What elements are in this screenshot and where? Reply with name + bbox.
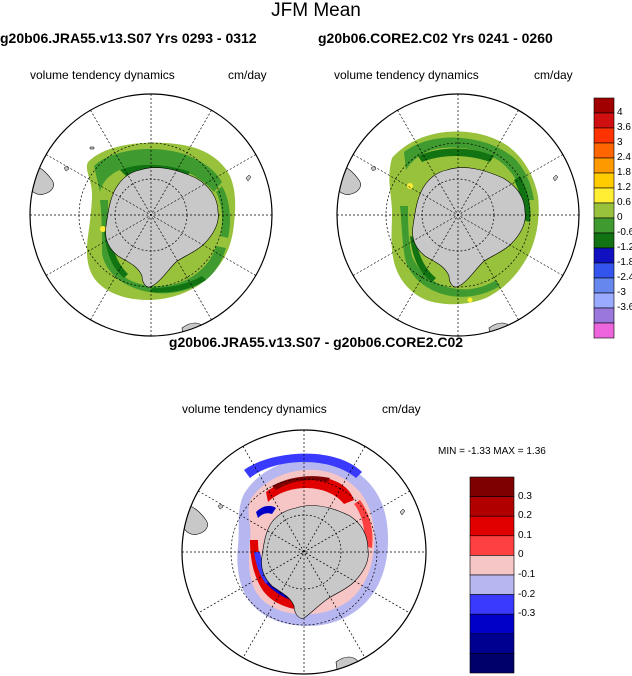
diff-minmax-label: MIN = -1.33 MAX = 1.36 <box>438 446 546 457</box>
top-colorbar-swatch <box>593 202 615 219</box>
top-colorbar-tick-label: 3 <box>617 137 623 148</box>
top-colorbar-swatch <box>593 262 615 279</box>
left-units-label: cm/day <box>228 68 267 82</box>
diff-colorbar <box>469 476 515 674</box>
top-colorbar-swatch <box>593 142 615 159</box>
top-colorbar-swatch <box>593 232 615 249</box>
left-variable-label: volume tendency dynamics <box>30 68 175 82</box>
diff-colorbar-swatch <box>469 653 515 674</box>
top-colorbar-tick-label: 1.8 <box>617 167 631 178</box>
top-colorbar-tick-label: -1.2 <box>617 242 632 253</box>
top-colorbar-tick-label: -1.8 <box>617 257 632 268</box>
right-panel-title: g20b06.CORE2.C02 Yrs 0241 - 0260 <box>318 30 553 46</box>
diff-colorbar-swatch <box>469 515 515 537</box>
top-colorbar-tick-label: -2.4 <box>617 272 632 283</box>
top-colorbar-swatch <box>593 112 615 129</box>
right-variable-label: volume tendency dynamics <box>334 68 479 82</box>
diff-colorbar-tick-label: -0.2 <box>518 588 536 600</box>
diff-colorbar-swatch <box>469 555 515 576</box>
top-colorbar-tick-label: 3.6 <box>617 122 631 133</box>
diff-colorbar-tick-label: -0.1 <box>518 569 536 580</box>
top-colorbar-swatch <box>593 172 615 189</box>
diff-colorbar-tick-label: 0.3 <box>518 490 532 502</box>
diff-panel-title: g20b06.JRA55.v13.S07 - g20b06.CORE2.C02 <box>168 334 464 350</box>
diff-polar-map <box>181 429 427 675</box>
diff-colorbar-swatch <box>469 633 515 654</box>
top-colorbar-tick-label: -0.6 <box>617 227 632 238</box>
top-colorbar-swatch <box>593 322 615 339</box>
diff-colorbar-tick-label: -0.3 <box>518 608 536 620</box>
top-colorbar-tick-label: 1.2 <box>617 182 631 193</box>
top-colorbar-tick-label: -3.6 <box>617 302 632 313</box>
top-colorbar-swatch <box>593 127 615 144</box>
top-colorbar-tick-label: 0 <box>617 212 623 223</box>
top-colorbar-swatch <box>593 307 615 324</box>
diff-colorbar-swatch <box>469 535 515 556</box>
diff-colorbar-tick-label: 0 <box>518 549 524 561</box>
top-colorbar-swatch <box>593 187 615 204</box>
diff-units-label: cm/day <box>382 402 421 416</box>
main-title: JFM Mean <box>271 0 361 21</box>
right-units-label: cm/day <box>534 68 573 82</box>
diff-colorbar-swatch <box>469 594 515 615</box>
top-colorbar-tick-label: 4 <box>617 107 623 118</box>
top-colorbar <box>593 97 615 339</box>
top-colorbar-swatch <box>593 247 615 264</box>
right-polar-map <box>336 93 580 337</box>
top-colorbar-swatch <box>593 217 615 234</box>
diff-colorbar-swatch <box>469 613 515 635</box>
left-panel-title: g20b06.JRA55.v13.S07 Yrs 0293 - 0312 <box>0 30 257 46</box>
left-polar-map <box>29 93 273 337</box>
diff-colorbar-tick-label: 0.2 <box>518 510 532 522</box>
top-colorbar-swatch <box>593 97 615 114</box>
diff-colorbar-swatch <box>469 476 515 497</box>
top-colorbar-swatch <box>593 157 615 174</box>
top-colorbar-tick-label: -3 <box>617 287 626 298</box>
diff-colorbar-swatch <box>469 574 515 595</box>
diff-colorbar-tick-label: 0.1 <box>518 529 532 541</box>
diff-colorbar-swatch <box>469 496 515 517</box>
diff-variable-label: volume tendency dynamics <box>182 402 327 416</box>
top-colorbar-swatch <box>593 277 615 294</box>
top-colorbar-swatch <box>593 292 615 309</box>
top-colorbar-tick-label: 0.6 <box>617 197 631 208</box>
top-colorbar-tick-label: 2.4 <box>617 152 631 163</box>
